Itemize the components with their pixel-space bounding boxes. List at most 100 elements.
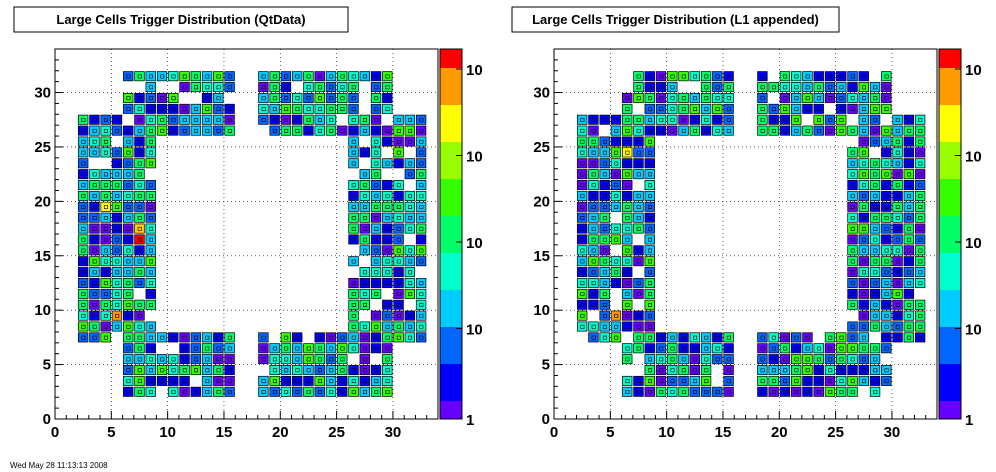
cell-marker <box>805 346 810 351</box>
cell <box>588 190 599 201</box>
chart-1: Large Cells Trigger Distribution (QtData… <box>13 6 483 441</box>
cell-marker <box>895 205 900 209</box>
cell <box>415 201 427 212</box>
cell <box>382 158 393 169</box>
cell <box>588 147 599 158</box>
cell <box>314 332 325 343</box>
cell-marker <box>408 194 413 199</box>
cell-marker <box>895 248 900 253</box>
cell-marker <box>839 107 844 112</box>
y-tick-label: 5 <box>542 357 550 374</box>
cell <box>156 365 168 376</box>
cell <box>723 92 734 103</box>
cell-marker <box>227 107 232 112</box>
cell-marker <box>580 216 585 220</box>
cell <box>269 343 280 354</box>
cell-marker <box>317 128 322 133</box>
cell <box>348 256 359 267</box>
cell-marker <box>647 390 652 394</box>
cell-marker <box>873 194 878 199</box>
cell-marker <box>693 107 698 112</box>
cell-marker <box>636 205 641 209</box>
cell-marker <box>715 96 720 101</box>
cell-marker <box>895 150 900 155</box>
cell <box>348 277 359 288</box>
palette-band <box>939 289 961 309</box>
cell <box>700 71 712 82</box>
cell <box>824 114 836 125</box>
cell <box>914 190 926 201</box>
cell-marker <box>385 85 390 90</box>
palette-band <box>939 67 961 87</box>
cell-marker <box>602 183 607 188</box>
cell-marker <box>408 292 413 297</box>
cell <box>382 299 393 310</box>
cell-marker <box>126 324 131 329</box>
cell-marker <box>884 281 889 286</box>
cell-marker <box>625 216 630 220</box>
cell-marker <box>602 259 607 264</box>
cell-marker <box>137 216 142 220</box>
chart-title-box <box>511 6 840 33</box>
cell <box>599 256 610 267</box>
cell-marker <box>295 96 300 101</box>
cell <box>213 354 224 365</box>
cell-marker <box>306 128 311 133</box>
cell-marker <box>580 172 585 177</box>
cell <box>813 375 824 386</box>
cell <box>370 223 382 234</box>
cell <box>415 256 427 267</box>
cell <box>779 103 791 114</box>
cell <box>168 125 179 136</box>
cell <box>258 114 269 125</box>
cell <box>89 223 100 234</box>
cell-marker <box>907 205 912 209</box>
cell <box>123 332 134 343</box>
cell-marker <box>115 150 120 155</box>
cell-marker <box>137 172 142 177</box>
cell-marker <box>351 281 356 286</box>
x-tick-label: 10 <box>658 424 675 441</box>
cell-marker <box>295 74 300 79</box>
cell-marker <box>907 183 912 188</box>
cell <box>723 114 734 125</box>
cell <box>111 201 123 212</box>
cell-marker <box>92 335 97 340</box>
cell <box>156 114 168 125</box>
cell <box>359 277 370 288</box>
cell-marker <box>419 259 424 264</box>
cell-marker <box>636 161 641 166</box>
cell <box>914 136 926 147</box>
cell-marker <box>614 324 619 329</box>
cell <box>576 256 588 267</box>
cell-marker <box>284 107 289 112</box>
cell <box>111 114 123 125</box>
cell-marker <box>895 128 900 133</box>
cell <box>359 386 370 397</box>
cell-marker <box>408 281 413 286</box>
cell-marker <box>693 74 698 79</box>
cell <box>655 125 667 136</box>
cell-marker <box>873 281 878 286</box>
cell-marker <box>272 74 277 79</box>
cell <box>382 223 393 234</box>
cell <box>201 125 213 136</box>
cell <box>89 201 100 212</box>
cell-marker <box>351 259 356 264</box>
cell-marker <box>850 357 855 362</box>
cell-marker <box>704 357 709 362</box>
cell-marker <box>625 357 630 362</box>
cell-marker <box>591 150 596 155</box>
cell <box>768 103 779 114</box>
cell-marker <box>137 324 142 329</box>
cell <box>111 180 123 191</box>
cell-marker <box>907 172 912 177</box>
cell <box>134 158 145 169</box>
cell <box>89 190 100 201</box>
cell <box>712 82 723 93</box>
cell-marker <box>81 205 86 209</box>
cell <box>712 103 723 114</box>
cell <box>791 375 802 386</box>
cell-marker <box>92 183 97 188</box>
